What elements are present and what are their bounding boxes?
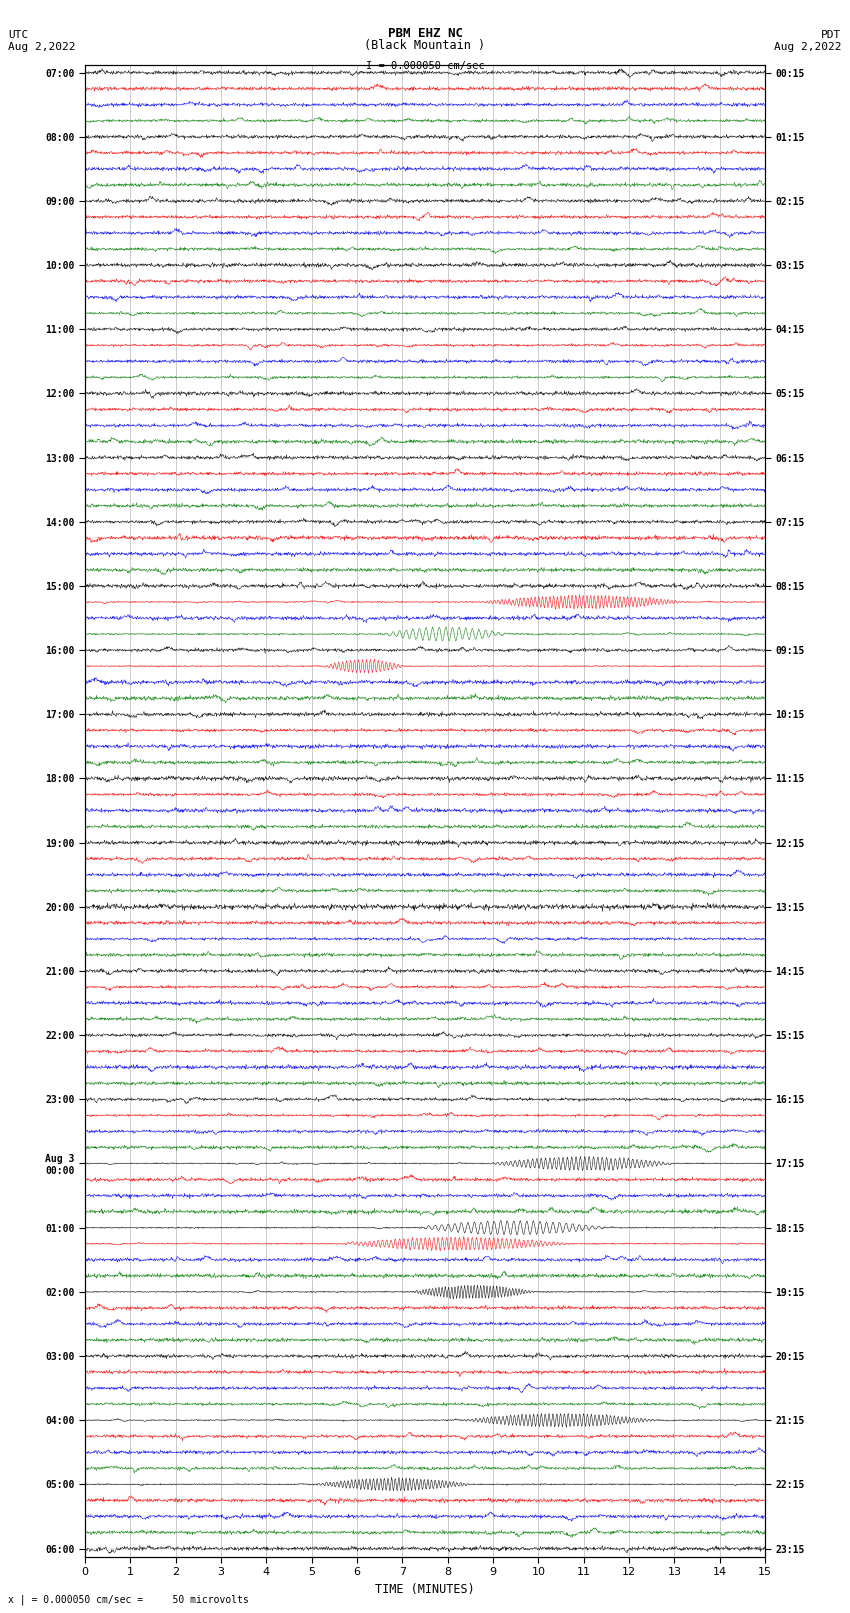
Text: Aug 2,2022: Aug 2,2022 [774,42,842,52]
Text: PDT: PDT [821,31,842,40]
Text: PBM EHZ NC: PBM EHZ NC [388,27,462,40]
Text: (Black Mountain ): (Black Mountain ) [365,39,485,52]
Text: UTC: UTC [8,31,29,40]
X-axis label: TIME (MINUTES): TIME (MINUTES) [375,1582,475,1595]
Text: Aug 2,2022: Aug 2,2022 [8,42,76,52]
Text: x | = 0.000050 cm/sec =     50 microvolts: x | = 0.000050 cm/sec = 50 microvolts [8,1594,249,1605]
Text: I = 0.000050 cm/sec: I = 0.000050 cm/sec [366,61,484,71]
